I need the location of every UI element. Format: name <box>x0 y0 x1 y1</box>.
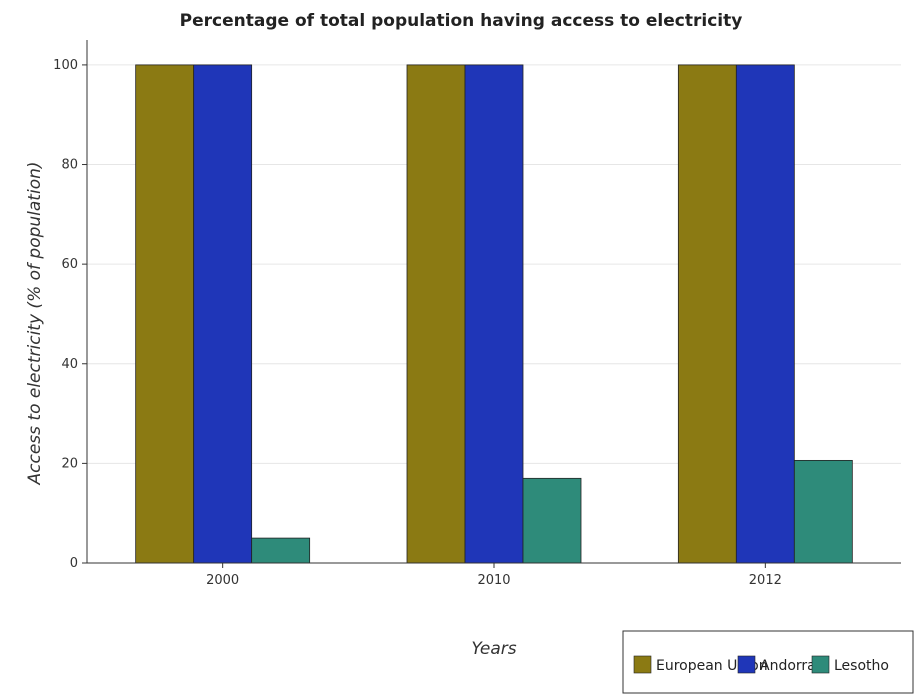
bars <box>135 64 853 564</box>
legend-box <box>622 630 914 694</box>
bar-lesotho-2010 <box>522 477 582 564</box>
bar-andorra-2000 <box>193 64 253 564</box>
legend-swatch-andorra <box>737 655 756 674</box>
y-axis-label: Access to electricity (% of population) <box>25 161 45 485</box>
bar-lesotho-2012 <box>793 459 853 564</box>
x-tick-label: 2012 <box>749 573 782 588</box>
chart-title: Percentage of total population having ac… <box>180 11 743 31</box>
bar-european-union-2010 <box>406 64 466 564</box>
y-tick-label: 100 <box>53 58 78 73</box>
bar-european-union-2000 <box>135 64 195 564</box>
bar-andorra-2012 <box>735 64 795 564</box>
x-tick-label: 2010 <box>477 573 510 588</box>
bar-lesotho-2000 <box>251 537 311 564</box>
y-tick-label: 80 <box>61 158 78 173</box>
y-tick-label: 40 <box>61 357 78 372</box>
legend-swatch-european-union <box>633 655 652 674</box>
legend-swatch-lesotho <box>811 655 830 674</box>
bar-european-union-2012 <box>677 64 737 564</box>
bar-andorra-2010 <box>464 64 524 564</box>
y-tick-label: 60 <box>61 257 78 272</box>
legend-label-andorra: Andorra <box>760 658 816 674</box>
y-tick-label: 20 <box>61 456 78 471</box>
x-axis-label: Years <box>471 639 516 659</box>
y-tick-label: 0 <box>70 556 78 571</box>
legend-label-lesotho: Lesotho <box>834 658 889 674</box>
x-tick-label: 2000 <box>206 573 239 588</box>
axes: 0 20 40 60 80 100 2000 2010 2012 <box>53 40 901 588</box>
